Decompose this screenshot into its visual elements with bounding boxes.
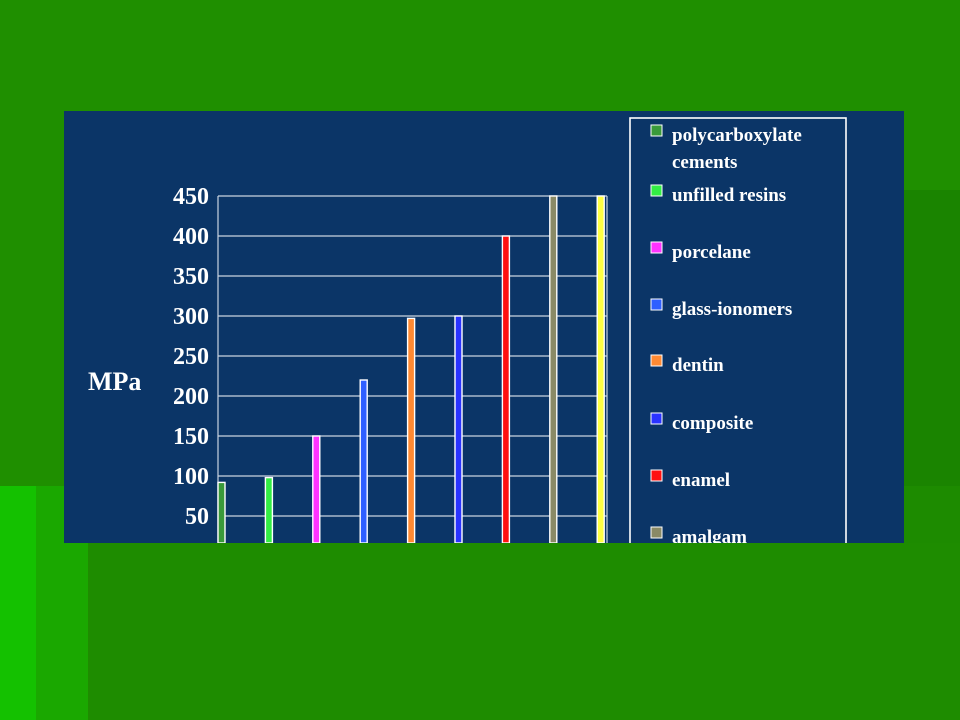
y-tick-labels: 50 100 150 200 250 300 350 400 450 [173, 184, 209, 530]
bar-1 [217, 481, 226, 543]
legend-label: dentin [672, 355, 724, 376]
bars [217, 195, 605, 543]
slide-stripe-left [0, 486, 36, 720]
bar-4 [359, 379, 368, 543]
y-tick-label: 450 [173, 184, 209, 210]
y-tick-label: 250 [173, 344, 209, 370]
legend-label-line2: cements [672, 152, 737, 173]
y-tick-label: 150 [173, 424, 209, 450]
bar-8 [549, 195, 558, 543]
legend-label: composite [672, 413, 753, 434]
legend-swatch [650, 354, 663, 367]
legend-label-line1: polycarboxylate [672, 125, 802, 146]
legend-swatch [650, 124, 663, 137]
legend-swatch [650, 526, 663, 539]
legend-label: enamel [672, 470, 730, 491]
chart-panel: 50 100 150 200 250 300 350 400 450 MPa polycarbo… [64, 111, 904, 543]
legend-swatch [650, 412, 663, 425]
legend-swatch [650, 241, 663, 254]
legend-label: glass-ionomers [672, 299, 792, 320]
bar-6 [454, 315, 463, 543]
legend-label: amalgam [672, 527, 747, 543]
y-tick-label: 200 [173, 384, 209, 410]
legend-swatch [650, 298, 663, 311]
legend-label: unfilled resins [672, 185, 786, 206]
bar-chart: 50 100 150 200 250 300 350 400 450 MPa polycarbo… [88, 117, 847, 543]
y-tick-label: 300 [173, 304, 209, 330]
legend-box [629, 117, 847, 543]
legend-label: porcelane [672, 242, 751, 263]
legend-swatch [650, 184, 663, 197]
y-tick-label: 350 [173, 264, 209, 290]
legend-swatch [650, 469, 663, 482]
y-axis-label: MPa [88, 367, 141, 396]
y-tick-label: 400 [173, 224, 209, 250]
slide-background-shade [904, 190, 960, 490]
y-tick-label: 50 [185, 504, 209, 530]
bar-7 [501, 235, 511, 543]
legend: polycarboxylate cements unfilled resins por… [629, 117, 847, 543]
bar-3 [312, 435, 321, 543]
slide-stripe-bottom [88, 543, 960, 720]
bar-9 [596, 195, 605, 543]
bar-5 [406, 317, 416, 543]
y-tick-label: 100 [173, 464, 209, 490]
bar-2 [264, 476, 274, 543]
